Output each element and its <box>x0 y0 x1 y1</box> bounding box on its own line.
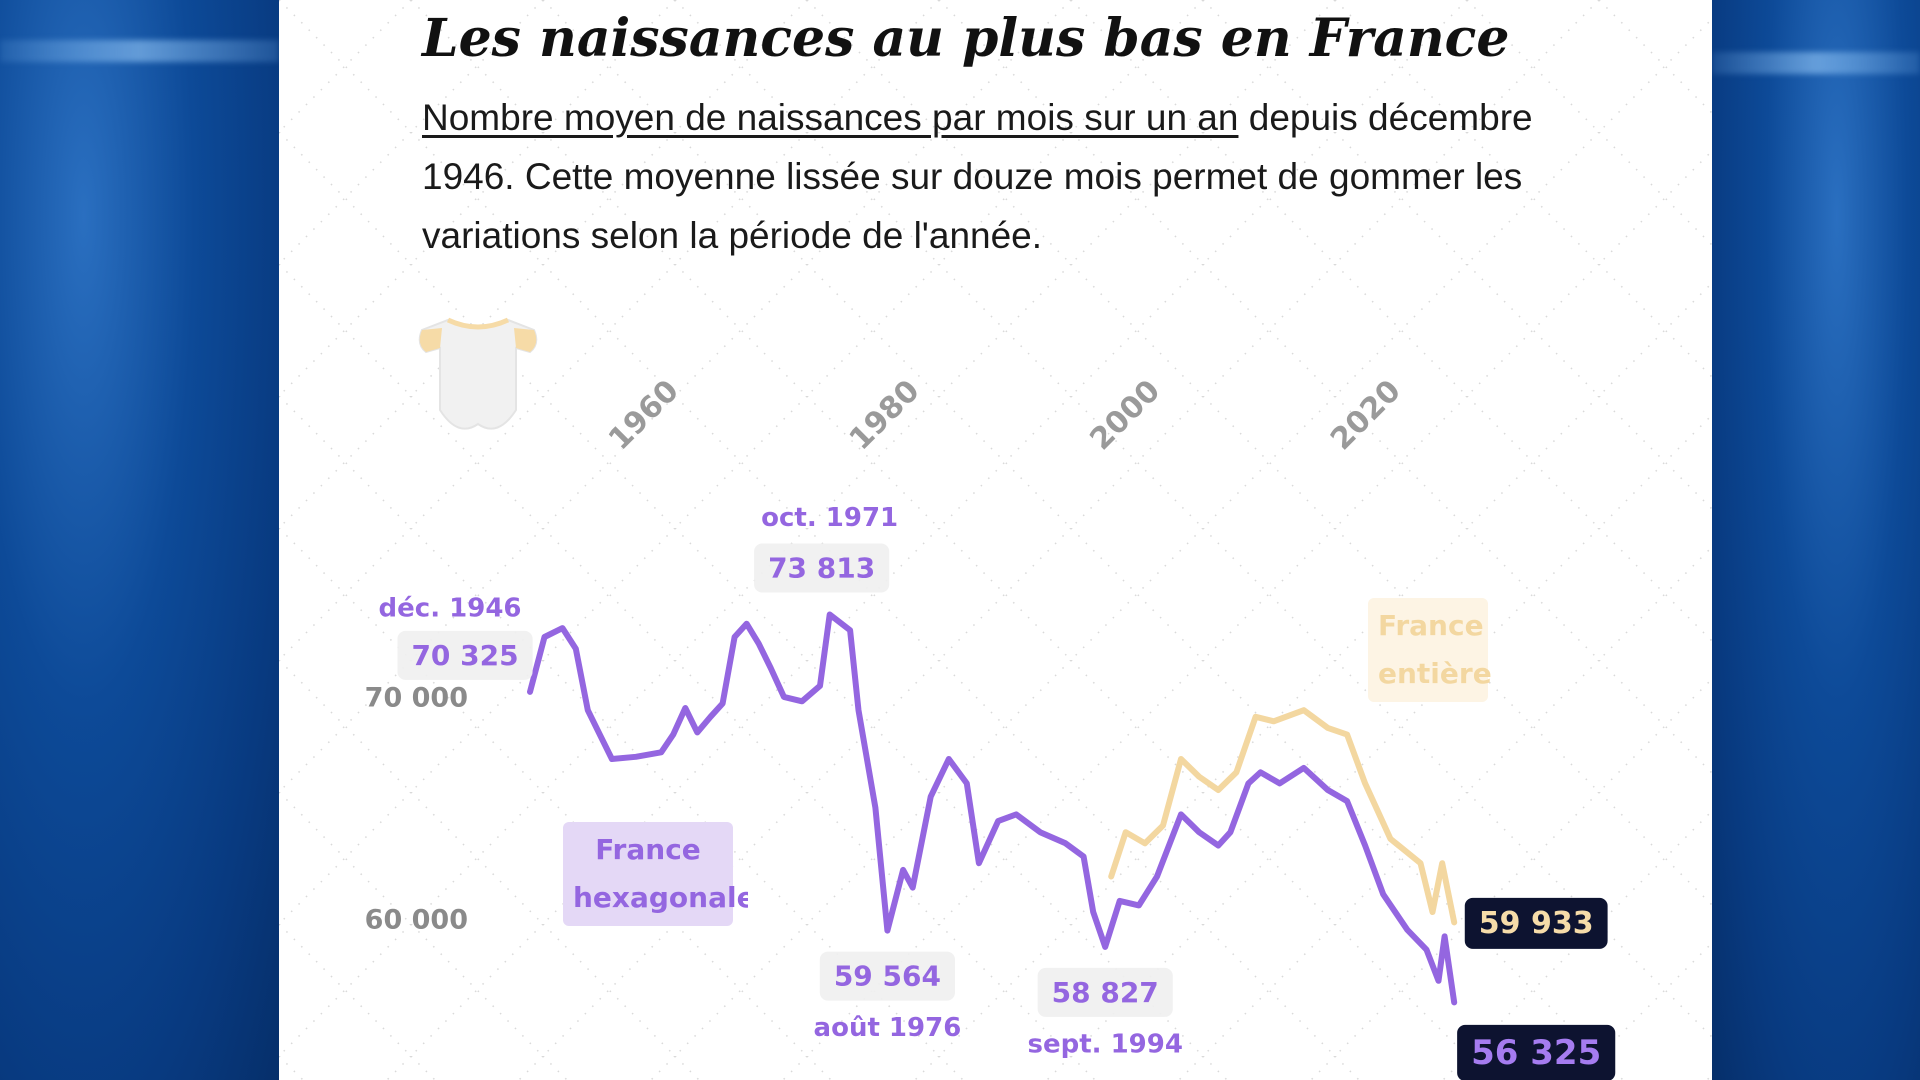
x-tick-label: 1980 <box>843 373 927 457</box>
series-label: France entière <box>1368 598 1492 702</box>
bodysuit-icon <box>418 317 538 430</box>
series-label-fo: France entière <box>1368 598 1492 702</box>
data-label: 58 827 <box>1052 976 1159 1009</box>
chart-panel: Les naissances au plus bas en France Nom… <box>279 0 1712 1080</box>
y-tick-label: 60 000 <box>365 904 468 935</box>
annotation: 73 813 oct. 1971 <box>754 503 898 593</box>
series-line <box>527 611 1458 1006</box>
x-tick-label: 2020 <box>1324 373 1408 457</box>
x-tick-label: 2000 <box>1083 373 1167 457</box>
data-label: 59 564 <box>834 960 941 993</box>
annotation-date: sept. 1994 <box>1027 1029 1182 1059</box>
annotation-date: août 1976 <box>814 1013 962 1043</box>
x-tick-label: 1960 <box>602 373 686 457</box>
subtitle-link: Nombre moyen de naissances par mois sur … <box>422 97 1239 138</box>
series-label: France hexagonale <box>563 822 748 926</box>
annotation: 58 827 sept. 1994 <box>1027 967 1183 1059</box>
series-label-fo: France hexagonale <box>563 822 748 926</box>
annotation: 59 933 <box>1464 897 1608 949</box>
chart-subtitle: Nombre moyen de naissances par mois sur … <box>422 88 1582 265</box>
annotation-box <box>754 543 890 593</box>
annotation-box <box>819 951 956 1001</box>
data-label: 59 933 <box>1479 906 1594 941</box>
annotation: 59 564 août 1976 <box>814 951 962 1043</box>
chart-title: Les naissances au plus bas en France <box>422 8 1510 69</box>
subtitle-text: depuis décembre 1946. Cette moyenne liss… <box>422 97 1533 256</box>
annotation-date: oct. 1971 <box>761 503 898 533</box>
y-tick-label: 70 000 <box>365 683 468 714</box>
annotation-box <box>1464 897 1608 949</box>
data-label: 56 325 <box>1471 1033 1601 1073</box>
series-line <box>1108 707 1458 926</box>
annotation-box <box>397 630 533 680</box>
data-label: 73 813 <box>768 552 875 585</box>
annotation-box <box>1037 967 1173 1017</box>
annotation: 70 325 déc. 1946 <box>379 593 533 680</box>
data-label: 70 325 <box>411 639 518 672</box>
annotation: 56 325 <box>1457 1024 1616 1080</box>
background-right <box>1712 0 1920 1080</box>
background-left <box>0 0 279 1080</box>
annotation-box <box>1457 1024 1616 1080</box>
annotation-date: déc. 1946 <box>379 593 522 623</box>
